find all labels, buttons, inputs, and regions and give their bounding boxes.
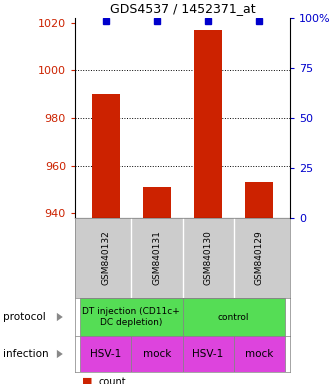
Bar xyxy=(131,336,182,372)
Polygon shape xyxy=(57,350,63,358)
Bar xyxy=(80,336,131,372)
Text: infection: infection xyxy=(3,349,49,359)
Text: GSM840130: GSM840130 xyxy=(204,230,213,285)
Text: HSV-1: HSV-1 xyxy=(192,349,224,359)
Polygon shape xyxy=(57,313,63,321)
Text: DT injection (CD11c+
DC depletion): DT injection (CD11c+ DC depletion) xyxy=(82,307,180,327)
Bar xyxy=(234,336,285,372)
Text: GSM840132: GSM840132 xyxy=(101,231,110,285)
Text: count: count xyxy=(98,377,126,384)
Bar xyxy=(92,94,120,218)
Bar xyxy=(245,182,273,218)
Text: GSM840129: GSM840129 xyxy=(255,231,264,285)
Text: mock: mock xyxy=(245,349,274,359)
Bar xyxy=(143,187,171,218)
Bar xyxy=(80,298,182,336)
Text: protocol: protocol xyxy=(3,312,46,322)
Bar xyxy=(194,30,222,218)
Text: control: control xyxy=(218,313,249,321)
Text: GSM840131: GSM840131 xyxy=(152,230,161,285)
Text: HSV-1: HSV-1 xyxy=(90,349,121,359)
Title: GDS4537 / 1452371_at: GDS4537 / 1452371_at xyxy=(110,2,255,15)
Bar xyxy=(182,336,234,372)
Text: ■: ■ xyxy=(82,377,92,384)
Text: mock: mock xyxy=(143,349,171,359)
Bar xyxy=(182,298,285,336)
